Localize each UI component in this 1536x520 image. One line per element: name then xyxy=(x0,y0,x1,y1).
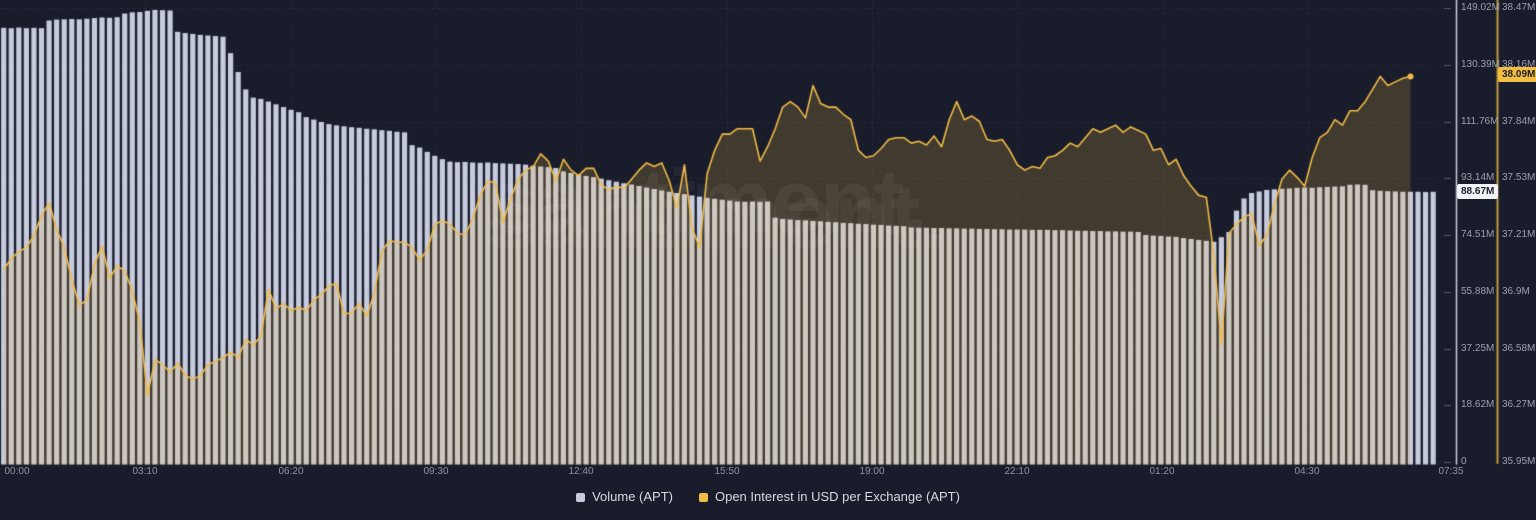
legend-label-volume: Volume (APT) xyxy=(592,489,673,504)
open-interest-swatch-icon xyxy=(698,492,708,502)
time-tick-0: 00:00 xyxy=(4,466,30,477)
legend-item-volume[interactable]: Volume (APT) xyxy=(576,489,673,505)
time-tick-3: 09:30 xyxy=(423,466,449,477)
open-interest-tick-2: 37.84M xyxy=(1502,115,1536,127)
time-tick-6: 19:00 xyxy=(859,466,885,477)
volume-tick-2: 111.76M xyxy=(1461,115,1499,127)
volume-swatch-icon xyxy=(576,492,586,502)
open-interest-y-axis[interactable]: 38.47M 38.16M 37.84M 37.53M 37.21M 36.9M 36.58… xyxy=(1502,0,1536,470)
open-interest-tick-6: 36.58M xyxy=(1502,342,1536,354)
time-tick-4: 12:40 xyxy=(568,466,594,477)
current-open-interest-badge: 38.09M xyxy=(1498,67,1536,82)
volume-tick-7: 18.62M xyxy=(1461,399,1495,411)
volume-tick-6: 37.25M xyxy=(1461,342,1495,354)
volume-tick-4: 74.51M xyxy=(1461,229,1495,240)
open-interest-tick-7: 36.27M xyxy=(1502,399,1536,411)
open-interest-tick-8: 35.95M xyxy=(1502,456,1536,467)
open-interest-tick-1: 38.16M xyxy=(1502,58,1536,70)
volume-tick-8: 0 xyxy=(1461,456,1467,467)
time-x-axis[interactable]: 00:00 03:10 06:20 09:30 12:40 15:50 19:00 22:10… xyxy=(0,466,1536,480)
open-interest-tick-4: 37.21M xyxy=(1502,229,1536,240)
open-interest-tick-0: 38.47M xyxy=(1502,2,1536,13)
time-tick-7: 22:10 xyxy=(1004,466,1030,477)
volume-tick-5: 55.88M xyxy=(1461,285,1495,297)
legend-label-open-interest: Open Interest in USD per Exchange (APT) xyxy=(714,489,960,504)
volume-tick-3: 93.14M xyxy=(1461,172,1495,184)
current-volume-badge: 88.67M xyxy=(1457,184,1499,199)
time-tick-2: 06:20 xyxy=(278,466,304,477)
legend-item-open-interest[interactable]: Open Interest in USD per Exchange (APT) xyxy=(698,489,960,505)
open-interest-tick-5: 36.9M xyxy=(1502,285,1530,297)
time-tick-5: 15:50 xyxy=(714,466,740,477)
time-tick-10: 07:35 xyxy=(1438,466,1464,477)
volume-y-axis[interactable]: 149.02M 130.39M 111.76M 93.14M 74.51M 55.88M 3… xyxy=(1461,0,1501,470)
legend: Volume (APT) Open Interest in USD per Ex… xyxy=(0,489,1536,505)
time-tick-1: 03:10 xyxy=(132,466,158,477)
volume-tick-0: 149.02M xyxy=(1461,2,1500,13)
time-tick-8: 01:20 xyxy=(1149,466,1175,477)
open-interest-tick-3: 37.53M xyxy=(1502,172,1536,184)
volume-tick-1: 130.39M xyxy=(1461,58,1500,70)
time-tick-9: 04:30 xyxy=(1294,466,1320,477)
